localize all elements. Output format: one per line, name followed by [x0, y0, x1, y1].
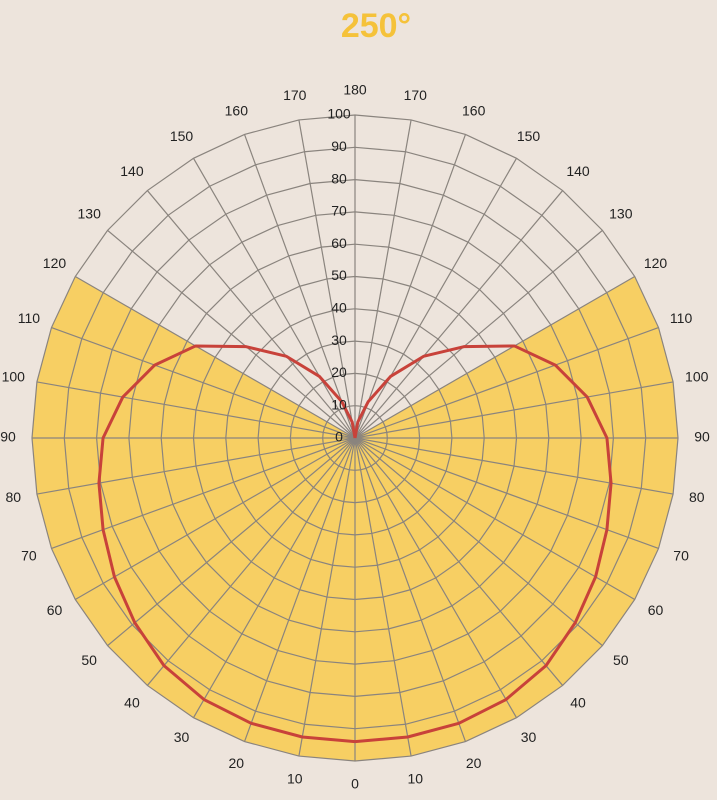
angle-tick-label: 170	[404, 87, 428, 103]
grid-spoke	[354, 190, 564, 439]
grid-spoke	[36, 381, 356, 439]
angle-tick-label: 100	[685, 368, 709, 384]
grid-spoke	[192, 157, 356, 439]
angle-tick-label: 120	[644, 255, 668, 271]
angle-tick-label: 40	[124, 695, 140, 711]
pattern-curve	[353, 344, 613, 744]
r-tick-label: 100	[327, 106, 351, 122]
grid-spoke	[36, 437, 356, 495]
angle-tick-label: 80	[689, 489, 705, 505]
grid-spoke	[107, 229, 356, 439]
angle-tick-label: 20	[466, 755, 482, 771]
angle-tick-label: 140	[566, 163, 590, 179]
angle-tick-label: 10	[287, 770, 303, 786]
grid-spoke	[354, 437, 412, 757]
r-tick-label: 70	[331, 203, 347, 219]
grid-spoke	[146, 437, 356, 686]
grid-spoke	[243, 134, 356, 439]
angle-tick-label: 20	[229, 755, 245, 771]
r-tick-label: 90	[331, 138, 347, 154]
angle-tick-label: 150	[170, 128, 194, 144]
grid-spoke	[354, 275, 636, 439]
angle-tick-label: 70	[673, 547, 689, 563]
angle-tick-label: 80	[5, 489, 21, 505]
angle-tick-label: 180	[343, 82, 367, 98]
grid-spoke	[354, 437, 636, 601]
angle-tick-label: 0	[351, 776, 359, 792]
r-tick-label: 10	[331, 396, 347, 412]
grid-spoke	[74, 275, 356, 439]
grid-spoke	[354, 437, 603, 647]
angle-tick-label: 10	[407, 770, 423, 786]
angle-tick-label: 60	[47, 602, 63, 618]
r-tick-label: 50	[331, 267, 347, 283]
grid-spoke	[243, 437, 356, 742]
angle-tick-label: 30	[174, 729, 190, 745]
angle-tick-label: 120	[43, 255, 67, 271]
angle-tick-label: 170	[283, 87, 307, 103]
grid-spoke	[354, 437, 467, 742]
angle-tick-label: 110	[670, 310, 693, 326]
angle-tick-label: 150	[517, 128, 541, 144]
grid-spoke	[354, 437, 564, 686]
angle-tick-label: 50	[81, 652, 97, 668]
grid-spoke	[298, 119, 356, 439]
angle-tick-label: 100	[2, 368, 26, 384]
grid-spoke	[354, 437, 518, 719]
grid-spoke	[74, 437, 356, 601]
r-tick-label: 0	[335, 429, 343, 445]
grid-spoke	[146, 190, 356, 439]
grid-spoke	[298, 437, 356, 757]
angle-tick-label: 60	[648, 602, 664, 618]
r-tick-label: 80	[331, 170, 347, 186]
angle-tick-label: 50	[613, 652, 629, 668]
angle-tick-label: 110	[18, 310, 41, 326]
angle-tick-label: 90	[694, 429, 710, 445]
angle-tick-label: 40	[570, 695, 586, 711]
grid-spoke	[354, 229, 603, 439]
grid-spoke	[354, 437, 674, 495]
angle-tick-label: 90	[0, 429, 16, 445]
pattern-curve	[97, 344, 357, 744]
grid-spoke	[354, 119, 412, 439]
grid-spoke	[51, 326, 356, 439]
grid-spoke	[192, 437, 356, 719]
angle-tick-label: 130	[609, 206, 633, 222]
r-tick-label: 40	[331, 300, 347, 316]
angle-tick-label: 30	[521, 729, 537, 745]
angle-tick-label: 130	[78, 206, 102, 222]
chart-title: 250°	[341, 7, 411, 45]
angle-tick-label: 160	[462, 103, 486, 119]
grid-spoke	[354, 381, 674, 439]
grid-spoke	[354, 134, 467, 439]
r-tick-label: 20	[331, 364, 347, 380]
grid-spoke	[107, 437, 356, 647]
angle-tick-label: 70	[21, 547, 37, 563]
angle-tick-label: 140	[120, 163, 144, 179]
grid-spoke	[354, 326, 659, 439]
r-tick-label: 60	[331, 235, 347, 251]
grid-spoke	[354, 157, 518, 439]
angle-tick-label: 160	[225, 103, 249, 119]
r-tick-label: 30	[331, 332, 347, 348]
